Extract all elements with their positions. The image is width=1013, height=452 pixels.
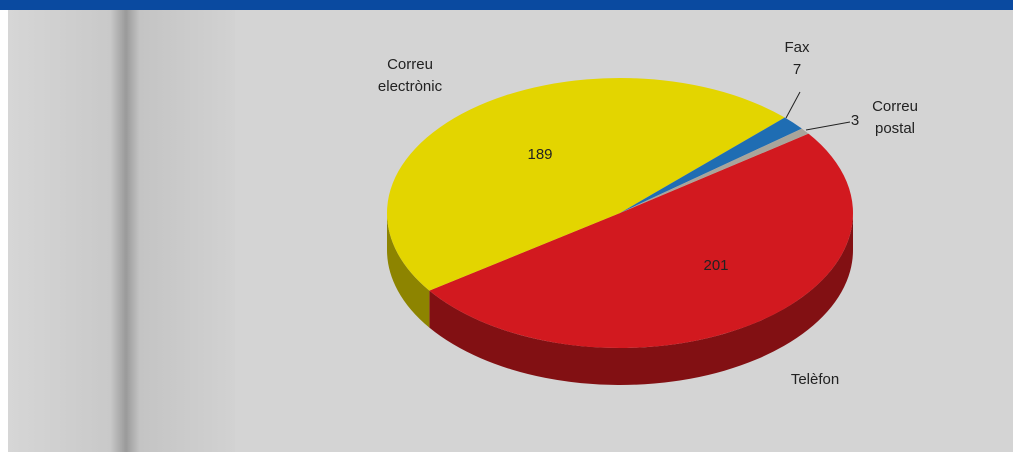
pie-side	[429, 213, 853, 385]
value-label: 7	[792, 61, 802, 78]
pie-slice	[387, 78, 785, 291]
value-label: 189	[527, 146, 553, 163]
pie-slice	[620, 117, 802, 213]
photo	[8, 10, 235, 452]
leader-line	[805, 121, 851, 131]
leader-line	[785, 91, 801, 119]
pie-slice	[620, 128, 809, 213]
pie-side	[387, 213, 430, 328]
value-label: 3	[850, 112, 860, 129]
header-bar	[0, 0, 1013, 10]
category-label: Correu postal	[872, 98, 918, 137]
category-label: Correu electrònic	[377, 56, 443, 95]
pie-slice	[429, 133, 854, 349]
category-label: Telèfon	[790, 371, 840, 388]
value-label: 201	[703, 257, 729, 274]
category-label: Fax	[784, 39, 810, 56]
